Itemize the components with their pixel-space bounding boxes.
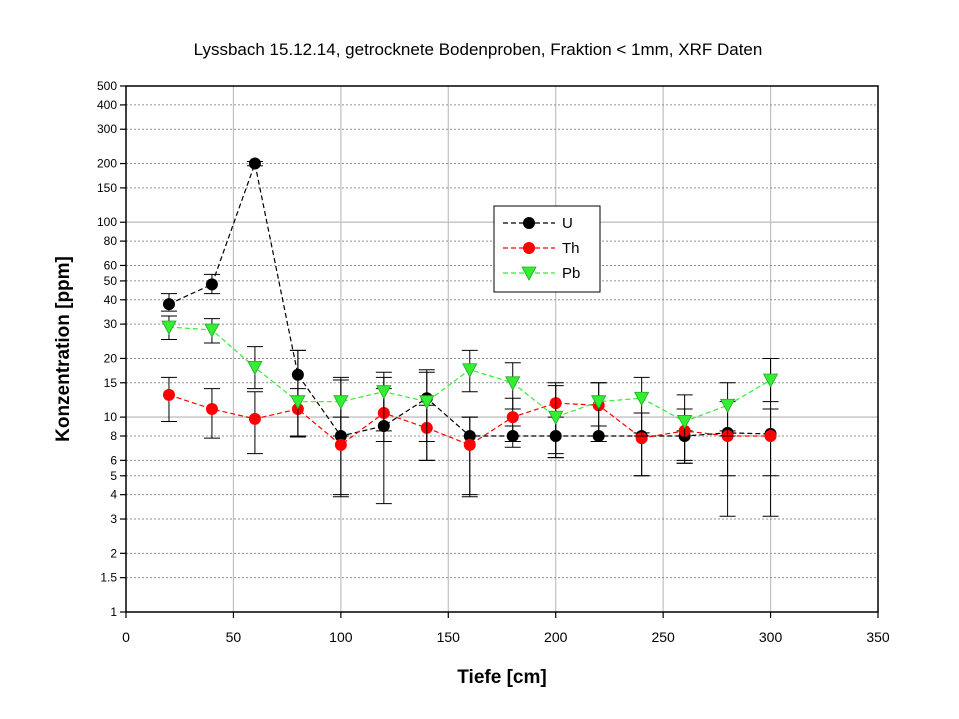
- y-tick-label: 150: [97, 181, 117, 195]
- y-tick-label: 30: [104, 317, 118, 331]
- x-tick-label: 200: [544, 629, 568, 645]
- y-tick-label: 50: [104, 274, 118, 288]
- data-point: [334, 438, 347, 451]
- chart-title: Lyssbach 15.12.14, getrocknete Bodenprob…: [194, 40, 763, 59]
- y-tick-label: 5: [110, 469, 117, 483]
- data-point: [290, 395, 306, 410]
- y-tick-label: 15: [104, 376, 118, 390]
- x-tick-label: 150: [437, 629, 461, 645]
- y-tick-label: 8: [110, 429, 117, 443]
- y-axis-ticks: 1 1.5 2 3 4 5 6 8 10 15 20 30 40 50 60 80 100 150 200 300 40…: [97, 79, 126, 619]
- y-tick-label: 300: [97, 122, 117, 136]
- series-Pb: [160, 315, 779, 464]
- legend-label: U: [562, 215, 573, 232]
- y-tick-label: 80: [104, 234, 118, 248]
- y-tick-label: 3: [110, 512, 117, 526]
- legend-entry-Pb: Pb: [503, 265, 580, 282]
- data-point: [463, 438, 476, 451]
- data-point: [676, 415, 693, 430]
- data-point: [548, 410, 564, 425]
- data-point: [162, 388, 175, 401]
- y-tick-label: 6: [110, 453, 117, 467]
- data-point: [333, 395, 349, 410]
- y-tick-label: 60: [104, 258, 118, 272]
- data-point: [462, 363, 478, 378]
- data-point: [419, 395, 435, 410]
- data-point: [506, 411, 519, 424]
- x-tick-label: 250: [651, 629, 675, 645]
- y-tick-label: 10: [104, 410, 118, 424]
- data-point: [205, 403, 218, 416]
- legend-marker: [523, 217, 535, 229]
- data-point: [162, 298, 175, 311]
- y-tick-label: 200: [97, 157, 117, 171]
- y-tick-label: 40: [104, 293, 118, 307]
- y-tick-label: 500: [97, 79, 117, 93]
- legend-box: [493, 205, 601, 293]
- x-tick-label: 350: [866, 629, 890, 645]
- legend-marker: [523, 242, 535, 254]
- y-tick-label: 1.5: [100, 571, 117, 585]
- data-point: [248, 412, 261, 425]
- y-tick-label: 400: [97, 98, 117, 112]
- data-point: [505, 376, 521, 391]
- data-point: [719, 398, 736, 414]
- x-axis-ticks: 0 50 100 150 200 250 300 350: [122, 612, 890, 645]
- y-axis-label: Konzentration [ppm]: [53, 256, 74, 442]
- data-point: [591, 395, 607, 410]
- x-tick-label: 50: [226, 629, 242, 645]
- y-tick-label: 20: [104, 351, 118, 365]
- data-point: [204, 323, 220, 338]
- series-layer: [160, 157, 779, 517]
- data-point: [635, 432, 648, 445]
- data-point: [247, 360, 263, 376]
- data-point: [376, 385, 392, 400]
- legend-label: Pb: [562, 265, 580, 282]
- legend-label: Th: [562, 240, 580, 257]
- x-tick-label: 100: [329, 629, 353, 645]
- data-point: [762, 373, 779, 388]
- data-point: [633, 391, 650, 407]
- plot-frame: [125, 85, 879, 613]
- x-tick-label: 300: [759, 629, 783, 645]
- legend-entry-Th: Th: [503, 240, 580, 257]
- legend-marker: [521, 266, 537, 281]
- data-point: [205, 278, 218, 291]
- data-point: [764, 429, 777, 442]
- y-tick-label: 1: [110, 605, 117, 619]
- y-tick-label: 100: [97, 215, 117, 229]
- grid: [126, 86, 878, 612]
- x-tick-label: 0: [122, 629, 130, 645]
- legend-entry-U: U: [503, 215, 573, 232]
- data-point: [248, 157, 261, 170]
- y-tick-label: 4: [110, 488, 117, 502]
- x-axis-label: Tiefe [cm]: [457, 667, 546, 688]
- y-tick-label: 2: [110, 546, 117, 560]
- legend: U Th Pb: [493, 205, 601, 293]
- data-point: [161, 320, 177, 335]
